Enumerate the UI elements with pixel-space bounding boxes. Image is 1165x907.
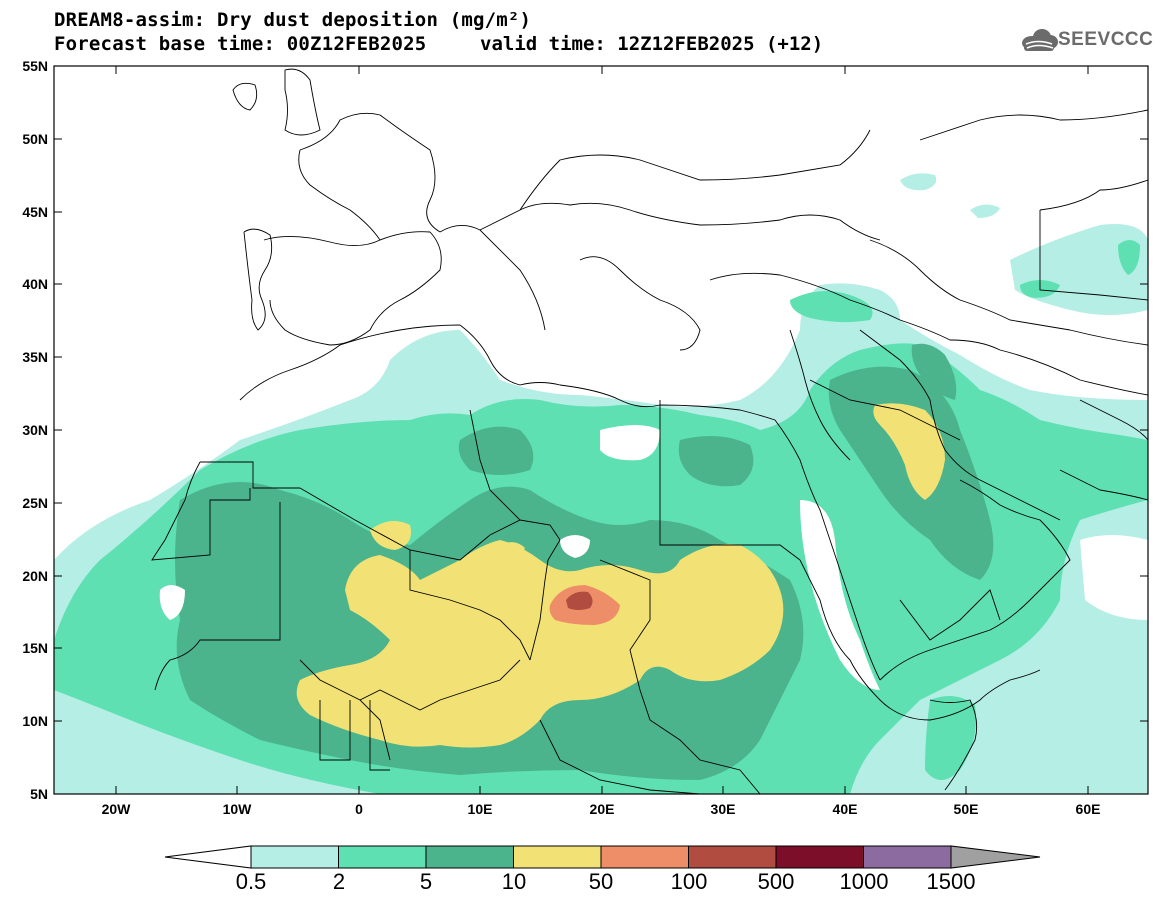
lon-label: 40E: [832, 801, 858, 817]
lon-label: 0: [355, 801, 363, 817]
lon-label: 20E: [589, 801, 615, 817]
colorbar-swatch: [600, 845, 689, 869]
axis-ticks: [54, 65, 1148, 794]
colorbar-label: 0.5: [235, 869, 267, 894]
forecast-base-time: Forecast base time: 00Z12FEB2025: [54, 33, 427, 55]
lon-label: 10E: [467, 801, 493, 817]
colorbar-label: 1000: [839, 869, 889, 894]
colorbar-swatch: [688, 845, 777, 869]
colorbar-label: 500: [757, 869, 795, 894]
colorbar-label: 2: [332, 869, 346, 894]
lat-label: 20N: [22, 568, 48, 584]
lon-label: 20W: [101, 801, 131, 817]
lat-label: 15N: [22, 640, 48, 656]
lat-label: 50N: [22, 131, 48, 147]
colorbar-high-arrow: [950, 845, 1041, 869]
deposition-band-100: [566, 591, 593, 610]
lat-label: 35N: [22, 349, 48, 365]
colorbar-label: 1500: [926, 869, 976, 894]
colorbar-swatch: [250, 845, 339, 869]
lon-label: 10W: [222, 801, 252, 817]
colorbar-swatch: [513, 845, 602, 869]
no-deposition-areas: [159, 425, 1148, 690]
colorbar-swatch: [775, 845, 864, 869]
lat-label: 25N: [22, 495, 48, 511]
dust-field: [54, 173, 1148, 794]
cloud-logo-icon: [1022, 29, 1058, 51]
lon-label: 60E: [1075, 801, 1101, 817]
colorbar-swatch: [425, 845, 514, 869]
colorbar-low-arrow: [164, 845, 252, 869]
lon-label: 30E: [710, 801, 736, 817]
lat-label: 10N: [22, 713, 48, 729]
lat-label: 5N: [30, 786, 48, 802]
logo-text: SEEVCCC: [1058, 29, 1154, 50]
map-title: DREAM8-assim: Dry dust deposition (mg/m²…: [54, 9, 532, 31]
lat-label: 55N: [22, 58, 48, 74]
colorbar-label: 10: [501, 869, 527, 894]
lat-label: 45N: [22, 204, 48, 220]
lat-label: 30N: [22, 422, 48, 438]
colorbar-label: 100: [670, 869, 708, 894]
country-borders: [151, 68, 1148, 794]
colorbar-swatch: [863, 845, 952, 869]
colorbar-swatch: [338, 845, 427, 869]
valid-time: valid time: 12Z12FEB2025 (+12): [480, 33, 824, 55]
colorbar-label: 5: [419, 869, 433, 894]
lon-label: 50E: [953, 801, 979, 817]
lat-label: 40N: [22, 276, 48, 292]
colorbar: [164, 845, 1041, 869]
colorbar-label: 50: [588, 869, 614, 894]
